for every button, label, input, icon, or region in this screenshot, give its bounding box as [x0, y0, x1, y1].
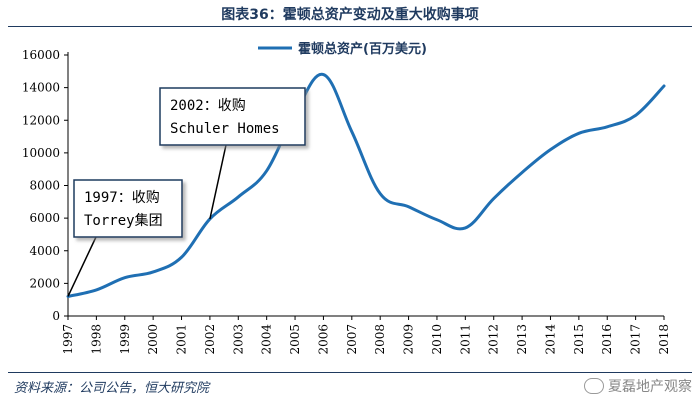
y-tick-label: 4000 [29, 244, 60, 258]
x-tick-label: 2014 [543, 324, 557, 355]
annotation-leader [67, 236, 97, 297]
annotation-leader [209, 144, 227, 220]
x-tick-label: 1997 [61, 324, 75, 355]
annotation-line1: 1997：收购 [84, 190, 160, 206]
legend-label: 霍顿总资产(百万美元) [298, 41, 427, 57]
series-line [66, 73, 666, 298]
y-tick-label: 14000 [22, 81, 60, 95]
annotations: 1997：收购 Torrey集团 2002：收购 Schuler Homes [67, 87, 306, 297]
y-tick-label: 12000 [22, 113, 60, 127]
annotation-box [159, 87, 306, 146]
x-tick-label: 2000 [146, 324, 160, 355]
x-tick-label: 2012 [487, 324, 501, 355]
annotation-box [73, 179, 183, 238]
wechat-icon [584, 378, 604, 394]
x-tick-label: 2001 [175, 324, 189, 355]
x-tick-label: 2017 [629, 324, 643, 355]
x-tick-label: 2016 [600, 324, 614, 355]
x-tick-label: 2018 [657, 324, 671, 355]
annotation-line2: Schuler Homes [170, 121, 280, 137]
annotation-line1: 2002：收购 [170, 98, 246, 114]
x-tick-label: 2004 [260, 324, 274, 355]
y-tick-label: 8000 [29, 179, 60, 193]
x-tick-label: 1999 [118, 324, 132, 355]
x-tick-label: 2005 [288, 324, 302, 355]
x-tick-label: 2006 [316, 324, 330, 355]
y-tick-label: 6000 [29, 211, 60, 225]
x-tick-label: 2015 [572, 324, 586, 355]
page-title: 图表36：霍顿总资产变动及重大收购事项 [221, 7, 479, 23]
x-tick-label: 1998 [89, 324, 103, 355]
x-tick-label: 2013 [515, 324, 529, 355]
source-note: 资料来源：公司公告，恒大研究院 [14, 381, 210, 396]
watermark: 夏磊地产观察 [584, 376, 692, 396]
top-rule [8, 26, 692, 27]
axes: 0 2000 4000 6000 8000 10000 12000 14000 16000 199… [22, 48, 671, 355]
x-tick-label: 2008 [373, 324, 387, 355]
watermark-text: 夏磊地产观察 [608, 379, 692, 395]
y-tick-label: 0 [52, 309, 60, 323]
x-tick-label: 2010 [430, 324, 444, 355]
x-tick-label: 2011 [458, 324, 472, 355]
y-tick-label: 2000 [29, 276, 60, 290]
annotation-line2: Torrey集团 [84, 212, 163, 229]
y-tick-label: 16000 [22, 48, 60, 62]
series-layer [66, 73, 666, 298]
x-tick-label: 2002 [203, 324, 217, 355]
x-tick-label: 2007 [345, 324, 359, 355]
y-tick-label: 10000 [22, 146, 60, 160]
x-tick-label: 2003 [231, 324, 245, 355]
legend: 霍顿总资产(百万美元) [258, 41, 427, 57]
bottom-rule [8, 372, 692, 373]
x-tick-label: 2009 [402, 324, 416, 355]
